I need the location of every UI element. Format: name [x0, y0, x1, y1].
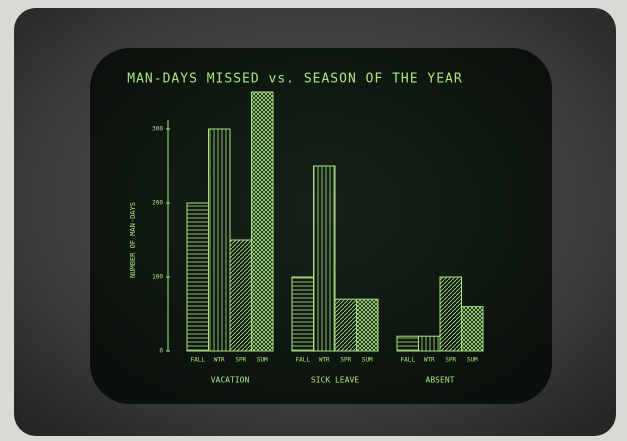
series-tick-label: SUM — [362, 357, 373, 364]
bar — [461, 306, 484, 352]
bar — [396, 335, 419, 352]
x-tick-label: ABSENT — [426, 376, 455, 385]
bar — [186, 202, 209, 352]
bar — [439, 276, 462, 352]
x-tick-label: VACATION — [211, 376, 250, 385]
series-tick-label: FALL — [191, 357, 206, 364]
y-tick-label: 300 — [152, 126, 163, 133]
bar — [251, 91, 274, 352]
bar — [334, 298, 357, 352]
series-tick-label: FALL — [401, 357, 416, 364]
series-tick-label: SPR — [235, 357, 246, 364]
x-tick-label: SICK LEAVE — [311, 376, 359, 385]
bar — [208, 128, 231, 352]
series-tick-label: WTR — [214, 357, 225, 364]
y-tick-label: 200 — [152, 200, 163, 207]
bar — [356, 298, 379, 352]
chart-title: MAN-DAYS MISSED vs. SEASON OF THE YEAR — [127, 72, 462, 87]
y-axis-label: NUMBER OF MAN-DAYS — [129, 202, 137, 278]
series-tick-label: WTR — [424, 357, 435, 364]
series-tick-label: WTR — [319, 357, 330, 364]
y-tick-label: 0 — [159, 348, 163, 355]
bar — [291, 276, 314, 352]
y-tick-label: 100 — [152, 274, 163, 281]
series-tick-label: FALL — [296, 357, 311, 364]
series-tick-label: SPR — [340, 357, 351, 364]
series-tick-label: SPR — [445, 357, 456, 364]
bar — [418, 335, 441, 352]
bar — [313, 165, 336, 352]
series-tick-label: SUM — [257, 357, 268, 364]
series-tick-label: SUM — [467, 357, 478, 364]
bar — [229, 239, 252, 352]
